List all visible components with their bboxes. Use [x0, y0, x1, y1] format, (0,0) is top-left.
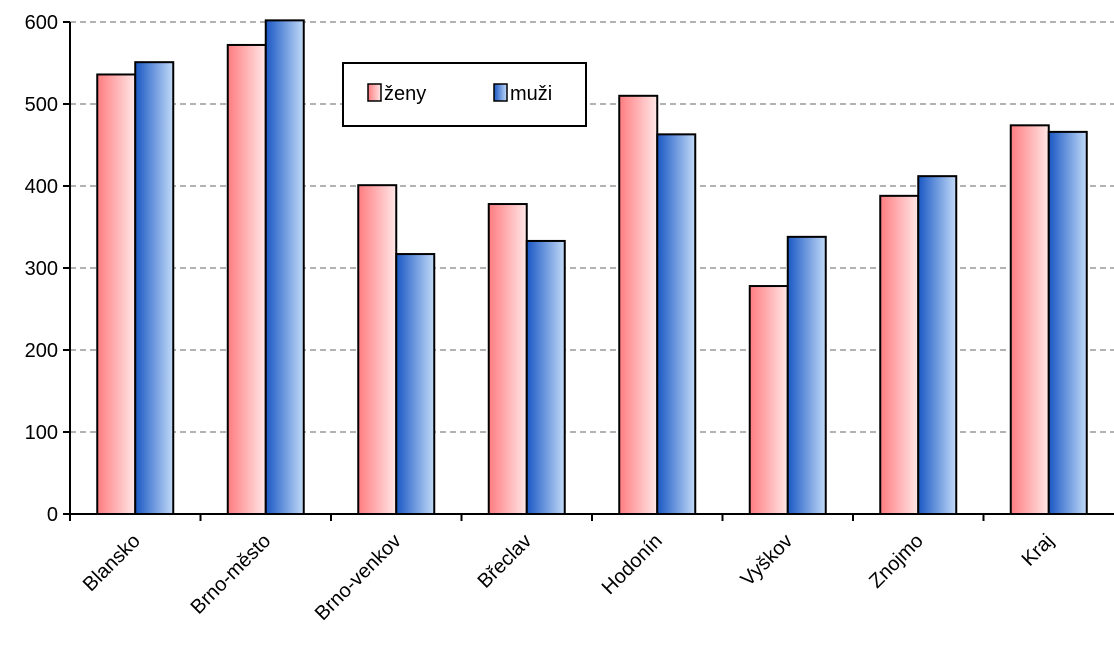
legend: ženy muži [342, 62, 587, 127]
bar-muzi [134, 61, 175, 516]
y-axis-ticks: 0 100 200 300 400 500 600 [25, 12, 70, 526]
y-tick-label: 500 [25, 94, 58, 116]
x-tick-label: Brno-venkov [311, 530, 406, 625]
bars [96, 19, 1088, 516]
bar-muzi [656, 133, 697, 515]
y-tick-label: 600 [25, 12, 58, 34]
x-tick-label: Brno-město [187, 530, 276, 619]
bar-muzi [786, 235, 827, 515]
bar-zeny [879, 194, 920, 515]
x-axis-ticks: Blansko Brno-město Brno-venkov Břeclav Hodon… [69, 514, 1059, 625]
bar-muzi [1047, 130, 1088, 515]
bar-zeny [357, 184, 398, 515]
x-tick-label: Kraj [1018, 530, 1059, 571]
legend-label-muzi: muži [510, 83, 552, 105]
y-tick-label: 200 [25, 340, 58, 362]
y-tick-label: 0 [47, 504, 58, 526]
legend-swatch-zeny [367, 83, 382, 102]
bar-zeny [618, 94, 659, 516]
bar-muzi [525, 239, 566, 515]
bar-zeny [1009, 124, 1050, 515]
legend-label-zeny: ženy [384, 83, 426, 105]
bar-zeny [748, 285, 789, 516]
legend-swatch-muzi [493, 83, 508, 102]
bar-zeny [226, 43, 267, 516]
bar-muzi [395, 253, 436, 515]
x-tick-label: Břeclav [474, 530, 537, 593]
y-tick-label: 400 [25, 176, 58, 198]
bar-zeny [487, 203, 528, 515]
y-tick-label: 300 [25, 258, 58, 280]
y-tick-label: 100 [25, 422, 58, 444]
bar-muzi [917, 175, 958, 515]
gridlines [70, 21, 1114, 433]
legend-box [342, 62, 587, 127]
x-tick-label: Vyškov [737, 530, 798, 591]
x-tick-label: Znojmo [865, 530, 928, 593]
x-tick-label: Hodonín [598, 530, 667, 599]
bar-muzi [264, 19, 305, 516]
x-tick-label: Blansko [79, 530, 145, 596]
bar-zeny [96, 73, 137, 515]
